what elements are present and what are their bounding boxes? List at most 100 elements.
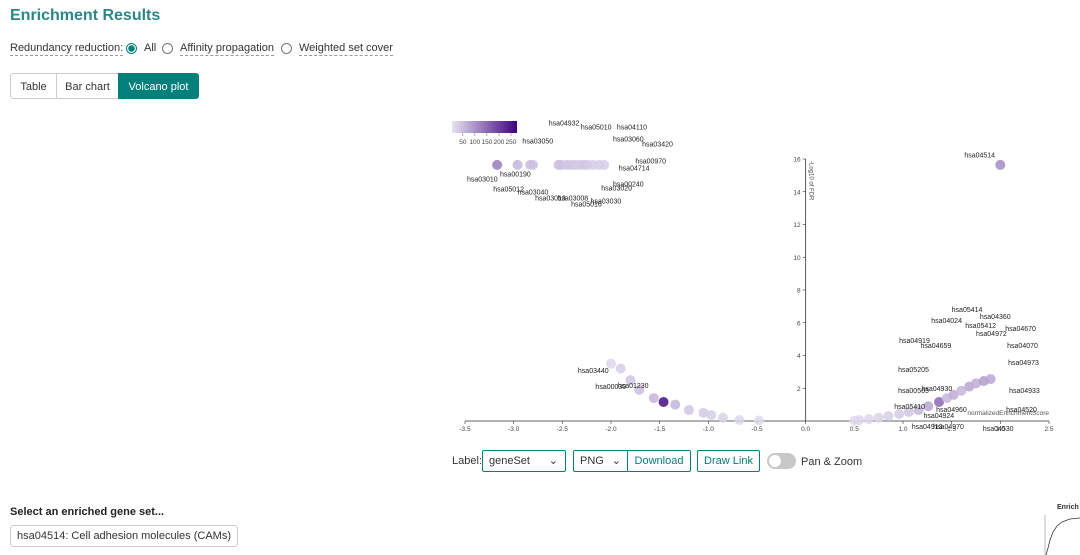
point-label: hsa03040 — [518, 189, 549, 196]
point-label: hsa00565 — [898, 388, 929, 395]
page-title: Enrichment Results — [10, 7, 161, 24]
format-select[interactable]: PNG ⌄ — [573, 450, 628, 472]
radio[interactable] — [281, 43, 292, 54]
point — [985, 374, 996, 385]
radio[interactable] — [126, 43, 137, 54]
point — [894, 408, 905, 419]
point — [634, 384, 645, 395]
tab[interactable]: Volcano plot — [118, 73, 199, 99]
x-tick-label: 0.5 — [850, 426, 859, 433]
point-label: hsa05012 — [493, 186, 524, 193]
point-label: hsa00970 — [635, 158, 666, 165]
point-label: hsa04924 — [923, 413, 954, 420]
point-label: hsa04973 — [1008, 360, 1039, 367]
y-axis-label: -Log10 of FDR — [808, 161, 814, 201]
side-plot — [1044, 515, 1080, 555]
point — [903, 406, 914, 417]
color-tick-label: 150 — [481, 139, 492, 146]
y-tick-label: 8 — [797, 288, 801, 295]
point-label: hsa04933 — [1009, 388, 1040, 395]
point-label: hsa00190 — [500, 171, 531, 178]
point — [625, 375, 636, 386]
point — [717, 412, 728, 423]
point-label: hsa04932 — [549, 120, 580, 127]
point-label: hsa00240 — [613, 181, 644, 188]
point — [658, 397, 669, 408]
point-label: hsa04919 — [899, 338, 930, 345]
point — [492, 159, 503, 170]
point-label: hsa03010 — [467, 176, 498, 183]
radio[interactable] — [162, 43, 173, 54]
point-label: hsa04670 — [1005, 326, 1036, 333]
point — [956, 385, 967, 396]
point — [883, 411, 894, 422]
color-bar — [452, 121, 517, 133]
point-label: hsa01230 — [618, 383, 649, 390]
toggle[interactable] — [767, 453, 796, 469]
point — [512, 159, 523, 170]
chevron: ⌄ — [611, 455, 621, 467]
point-label: hsa05414 — [952, 307, 983, 314]
draw-link-button[interactable]: Draw Link — [697, 450, 760, 472]
point-label: hsa04972 — [976, 331, 1007, 338]
point-label: hsa03013 — [535, 195, 566, 202]
point — [753, 415, 764, 426]
select-value: PNG — [580, 455, 604, 467]
radio-label[interactable]: Affinity propagation — [180, 42, 274, 56]
color-tick-label: 50 — [459, 139, 467, 146]
x-tick-label: -2.0 — [605, 426, 617, 433]
label-select[interactable]: geneSet ⌄ — [482, 450, 566, 472]
download-button[interactable]: Download — [627, 450, 691, 472]
tab[interactable]: Table — [10, 73, 57, 99]
gene-set-input[interactable]: hsa04514: Cell adhesion molecules (CAMs) — [10, 525, 238, 547]
point-label: hsa03030 — [591, 198, 622, 205]
x-tick-label: -1.0 — [703, 426, 715, 433]
chevron: ⌄ — [548, 455, 558, 467]
x-tick-label: 0.0 — [801, 426, 810, 433]
point-label: hsa03050 — [522, 138, 553, 145]
point — [863, 414, 874, 425]
point-label: hsa05205 — [898, 367, 929, 374]
x-tick-label: -1.5 — [654, 426, 666, 433]
select-value: geneSet — [489, 455, 530, 467]
y-tick-label: 4 — [797, 353, 801, 360]
point — [873, 412, 884, 423]
y-tick-label: 2 — [797, 386, 801, 393]
gene-set-prompt: Select an enriched gene set... — [10, 506, 165, 518]
x-tick-label: -2.5 — [557, 426, 569, 433]
point-label: hsa03420 — [642, 141, 673, 148]
color-tick-label: 200 — [494, 139, 505, 146]
radio-label[interactable]: All — [144, 42, 157, 54]
x-tick-label: -3.5 — [459, 426, 471, 433]
x-axis-label: normalizedEnrichmentScore — [967, 410, 1049, 417]
y-tick-label: 10 — [793, 255, 801, 262]
redundancy-label: Redundancy reduction: — [10, 42, 124, 56]
point — [606, 358, 616, 369]
y-tick-label: 14 — [793, 189, 801, 196]
y-tick-label: 6 — [797, 320, 801, 327]
tab[interactable]: Bar chart — [56, 73, 119, 99]
x-tick-label: -3.0 — [508, 426, 520, 433]
point — [599, 159, 610, 170]
y-tick-label: 16 — [793, 157, 801, 164]
point-label: hsa04070 — [1007, 343, 1038, 350]
color-tick-label: 250 — [506, 139, 517, 146]
x-tick-label: -0.5 — [751, 426, 763, 433]
point — [615, 363, 626, 374]
point-label: hsa05412 — [965, 323, 996, 330]
point-label: hsa04360 — [980, 314, 1011, 321]
radio-label[interactable]: Weighted set cover — [299, 42, 393, 56]
point-label: hsa04520 — [1006, 407, 1037, 414]
point — [923, 401, 934, 412]
point — [995, 159, 1006, 170]
x-tick-label: 1.5 — [947, 426, 956, 433]
x-tick-label: 1.0 — [898, 426, 907, 433]
point-label: hsa04913 — [912, 424, 943, 431]
point-label: hsa04659 — [921, 343, 952, 350]
point — [683, 405, 694, 416]
point-label: hsa05410 — [894, 404, 925, 411]
point-label: hsa03020 — [601, 185, 632, 192]
point-label: hsa04930 — [921, 386, 952, 393]
point-label: hsa05016 — [571, 201, 602, 208]
